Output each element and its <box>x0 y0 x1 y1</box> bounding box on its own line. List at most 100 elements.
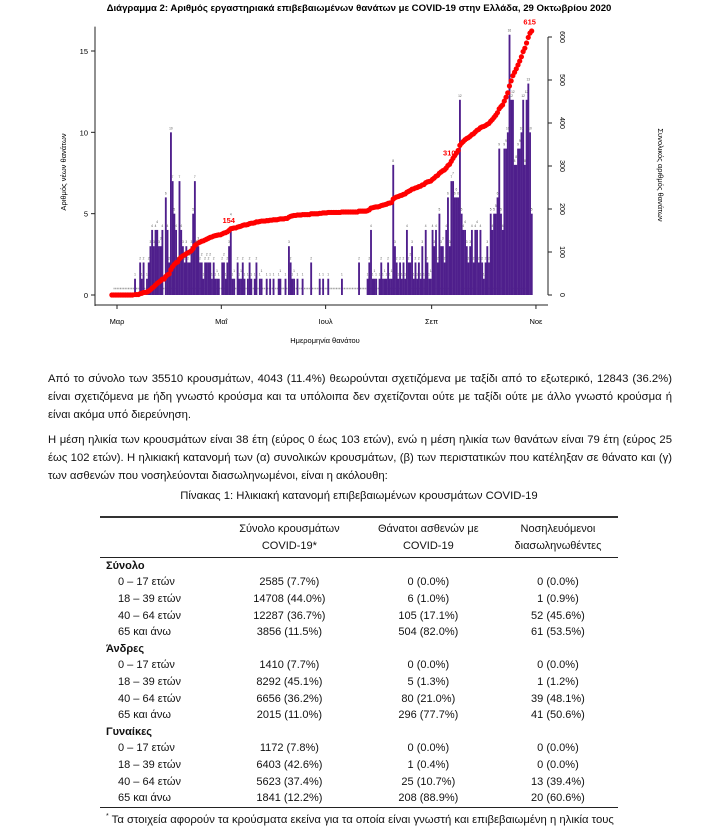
bar-value-label: 4 <box>151 224 153 228</box>
bar <box>431 229 434 295</box>
bar-value-label: 3 <box>182 240 184 244</box>
bar <box>380 262 383 295</box>
bar <box>417 262 420 295</box>
bar <box>209 262 212 295</box>
bar-value-label: 1 <box>202 273 204 277</box>
bar-value-label: 1 <box>423 273 425 277</box>
bar <box>310 262 313 295</box>
bar <box>465 246 468 295</box>
bar-value-label: 1 <box>413 273 415 277</box>
bar <box>482 278 485 295</box>
bar-value-label: 2 <box>184 256 186 260</box>
bar <box>412 278 415 295</box>
header-intubated: Νοσηλευόμενοι διασωληνωθέντες <box>514 523 602 552</box>
bar <box>450 181 453 295</box>
bar-value-label: 2 <box>199 256 201 260</box>
bar <box>452 181 455 295</box>
bar-value-label: 10 <box>506 126 510 130</box>
bar <box>402 262 405 295</box>
bar-value-label: 1 <box>302 273 304 277</box>
intubated: 1 (0.9%) <box>537 592 579 605</box>
bar <box>460 213 463 295</box>
bar-value-label: 4 <box>155 224 157 228</box>
bar-value-label: 9 <box>519 139 521 143</box>
bar <box>170 132 172 295</box>
bar <box>193 181 196 295</box>
bar <box>469 246 472 295</box>
age-group: 18 – 39 ετών <box>118 758 181 771</box>
bar <box>506 132 509 295</box>
bar <box>523 164 526 295</box>
bar <box>404 278 407 295</box>
bar <box>488 262 490 295</box>
bar-value-label: 1 <box>416 273 418 277</box>
total-cases: 5623 (37.4%) <box>256 775 323 788</box>
bar-value-label: 5 <box>490 208 492 212</box>
intubated: 0 (0.0%) <box>537 758 579 771</box>
bar <box>253 278 256 295</box>
total-cases: 3856 (11.5%) <box>256 626 322 639</box>
bar <box>436 262 439 295</box>
bar-value-label: 3 <box>469 240 471 244</box>
bar <box>382 278 384 295</box>
x-tick-label: Μαρ <box>110 317 125 326</box>
daily-deaths-bars <box>134 34 533 296</box>
bar-value-label: 8 <box>515 155 517 159</box>
bar <box>226 262 229 295</box>
cumulative-labels: 154 310 615 <box>222 18 535 225</box>
bar-value-label: 2 <box>481 256 483 260</box>
bar-value-label: 1 <box>216 269 218 273</box>
deaths: 0 (0.0%) <box>407 659 450 672</box>
bar <box>291 278 294 295</box>
bar-value-label: 2 <box>226 256 228 260</box>
bar <box>221 262 224 295</box>
cumulative-label: 154 <box>222 216 235 225</box>
age-group: 40 – 64 ετών <box>118 692 181 705</box>
bar <box>530 213 533 295</box>
bar-value-label: 6 <box>457 191 459 195</box>
bar-value-label: 4 <box>471 224 473 228</box>
bar-value-label: 7 <box>450 175 452 179</box>
bar-value-label: 1 <box>385 273 387 277</box>
bar-value-label: 1 <box>279 269 281 273</box>
bar <box>370 229 372 295</box>
bar-value-label: 1 <box>341 273 343 277</box>
deaths: 1 (0.4%) <box>407 758 450 771</box>
total-cases: 12287 (36.7%) <box>253 609 326 622</box>
bar <box>484 262 487 295</box>
bar <box>171 181 174 295</box>
deaths: 80 (21.0%) <box>401 692 456 705</box>
bar <box>400 278 403 295</box>
bar-value-label: 4 <box>479 224 481 228</box>
bar-value-label: 4 <box>175 224 177 228</box>
bar <box>277 278 280 295</box>
bar <box>479 229 482 295</box>
bar-value-label: 5 <box>500 208 502 212</box>
bar <box>183 262 186 295</box>
bar-value-label: 4 <box>432 224 434 228</box>
bar <box>255 262 258 295</box>
bar-value-label: 1 <box>420 273 422 277</box>
bar-value-label: 3 <box>197 236 199 240</box>
bar <box>296 278 299 295</box>
bar <box>154 229 157 295</box>
bar <box>500 213 502 295</box>
bar <box>211 278 213 295</box>
bar-value-label: 1 <box>238 273 240 277</box>
bar <box>142 262 145 295</box>
bar-value-label: 6 <box>454 191 456 195</box>
table-row: 18 – 39 ετών 6403 (42.6%) 1 (0.4%) 0 (0.0%) <box>100 757 618 774</box>
cumulative-point <box>515 62 521 68</box>
bar <box>195 246 198 295</box>
bar-value-label: 1 <box>372 273 374 277</box>
bar <box>166 229 169 295</box>
cumulative-point <box>506 83 513 89</box>
bar-value-label: 9 <box>503 143 505 147</box>
header-total-cases: Σύνολο κρουσμάτων COVID-19* <box>239 523 340 552</box>
bar <box>394 246 396 295</box>
bar <box>447 197 449 295</box>
bar-value-label: 10 <box>528 126 532 130</box>
bar <box>199 262 201 295</box>
bar-value-label: 2 <box>213 256 215 260</box>
cumulative-point <box>513 66 519 72</box>
